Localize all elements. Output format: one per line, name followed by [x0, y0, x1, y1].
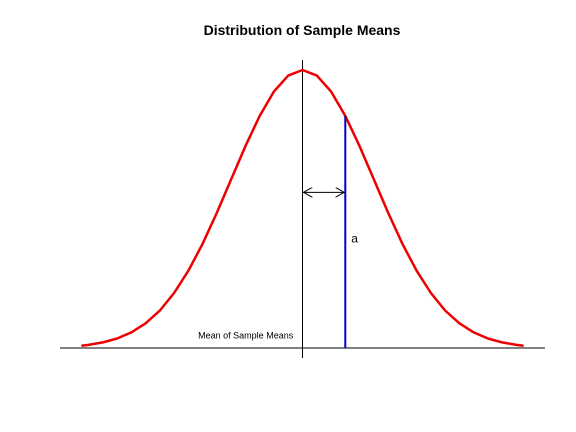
- density-curve: [81, 68, 524, 348]
- plot-area: a Mean of Sample Means: [60, 60, 545, 358]
- chart-title: Distribution of Sample Means: [204, 22, 401, 38]
- mean-annotation: Mean of Sample Means: [198, 330, 294, 340]
- marker-label-a: a: [351, 231, 358, 245]
